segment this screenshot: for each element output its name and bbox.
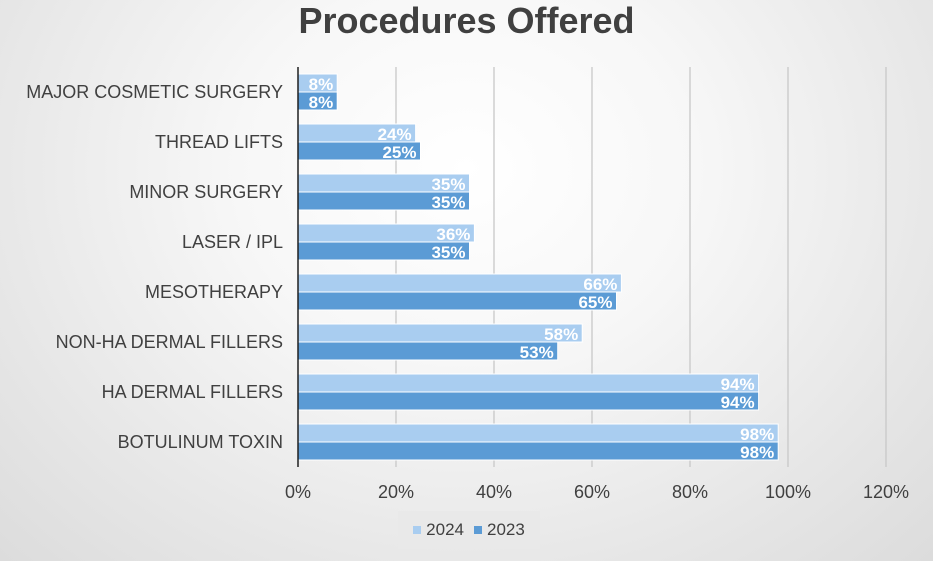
x-tick-label-100: 100% [765,482,811,502]
category-label: THREAD LIFTS [155,132,283,152]
data-label-2024-0: 8% [309,75,334,94]
category-label: BOTULINUM TOXIN [118,432,283,452]
bar-2023-4 [297,291,617,311]
bar-2023-6 [297,391,760,411]
bar-2024-7 [297,423,779,443]
bar-2024-5 [297,323,583,343]
data-label-2024-1: 24% [378,125,412,144]
category-label: MESOTHERAPY [145,282,283,302]
bar-2024-4 [297,273,622,293]
legend-label: 2024 [426,520,464,539]
bar-2023-7 [297,441,779,461]
data-label-2023-5: 53% [520,343,554,362]
data-label-2023-4: 65% [578,293,612,312]
legend-item-2024: 2024 [413,520,464,540]
x-tick-label-40: 40% [476,482,512,502]
bar-2024-6 [297,373,760,393]
x-tick-label-60: 60% [574,482,610,502]
data-label-2024-3: 36% [436,225,470,244]
legend-swatch [413,526,422,534]
category-label: MINOR SURGERY [129,182,283,202]
data-label-2024-7: 98% [740,425,774,444]
chart-title: Procedures Offered [298,0,635,41]
x-tick-label-20: 20% [378,482,414,502]
category-label: HA DERMAL FILLERS [102,382,283,402]
data-label-2024-5: 58% [544,325,578,344]
category-label: MAJOR COSMETIC SURGERY [26,82,283,102]
x-tick-label-120: 120% [863,482,909,502]
legend-label: 2023 [487,520,525,539]
data-label-2023-2: 35% [431,193,465,212]
data-label-2023-0: 8% [309,93,334,112]
data-label-2023-1: 25% [382,143,416,162]
x-tick-label-80: 80% [672,482,708,502]
legend: 2024 2023 [398,511,540,549]
category-label: NON-HA DERMAL FILLERS [56,332,283,352]
data-label-2023-3: 35% [431,243,465,262]
legend-item-2023: 2023 [474,520,525,540]
data-label-2024-6: 94% [721,375,755,394]
x-tick-label-0: 0% [285,482,311,502]
data-label-2024-2: 35% [431,175,465,194]
legend-swatch [474,526,482,534]
category-label: LASER / IPL [182,232,283,252]
data-label-2023-6: 94% [721,393,755,412]
data-label-2023-7: 98% [740,443,774,462]
data-label-2024-4: 66% [583,275,617,294]
